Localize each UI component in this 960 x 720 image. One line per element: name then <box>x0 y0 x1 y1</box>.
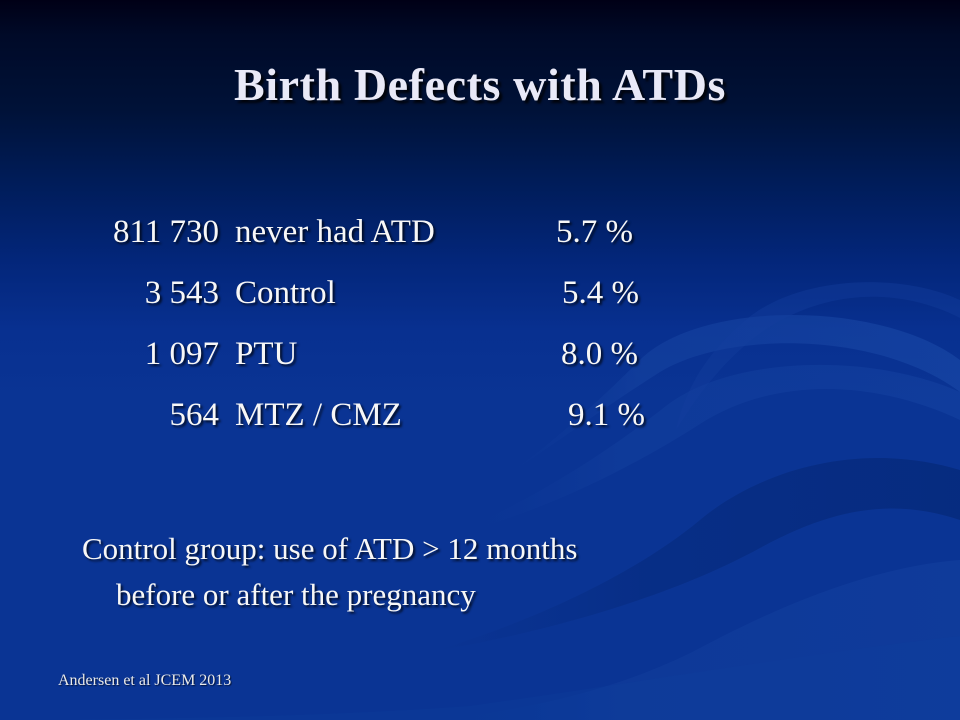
row-percent: 9.1 % <box>568 397 645 433</box>
row-count: 3 543 <box>144 275 219 311</box>
row-group: PTU <box>235 336 298 372</box>
row-percent: 5.4 % <box>562 275 639 311</box>
note-line-2: before or after the pregnancy <box>116 576 476 612</box>
data-rows: 811 730 never had ATD 5.7 % 3 543 Contro… <box>0 214 960 458</box>
row-group: MTZ / CMZ <box>235 397 402 433</box>
row-percent: 8.0 % <box>561 336 638 372</box>
note-paragraph: Control group: use of ATD > 12 months be… <box>82 526 842 618</box>
row-count: 564 <box>169 397 220 433</box>
row-group: Control <box>235 275 336 311</box>
slide-title: Birth Defects with ATDs <box>233 59 727 110</box>
table-row: 811 730 never had ATD 5.7 % <box>0 214 960 275</box>
row-percent: 5.7 % <box>556 214 633 250</box>
citation-reference: Andersen et al JCEM 2013 <box>58 672 232 689</box>
table-row: 3 543 Control 5.4 % <box>0 275 960 336</box>
table-row: 564 MTZ / CMZ 9.1 % <box>0 397 960 458</box>
table-row: 1 097 PTU 8.0 % <box>0 336 960 397</box>
note-line-1: Control group: use of ATD > 12 months <box>82 531 578 566</box>
row-count: 1 097 <box>144 336 219 372</box>
row-group: never had ATD <box>235 214 435 250</box>
row-count: 811 730 <box>112 214 219 250</box>
